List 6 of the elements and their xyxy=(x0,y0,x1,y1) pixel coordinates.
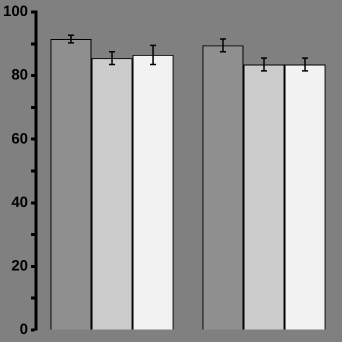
y-tick-label: 20 xyxy=(11,258,28,275)
y-tick-label: 80 xyxy=(11,66,28,84)
y-tick-label: 40 xyxy=(11,194,28,211)
y-tick-label: 60 xyxy=(11,130,28,148)
y-tick-label: 0 xyxy=(20,321,28,338)
y-tick-label: 100 xyxy=(2,3,28,20)
